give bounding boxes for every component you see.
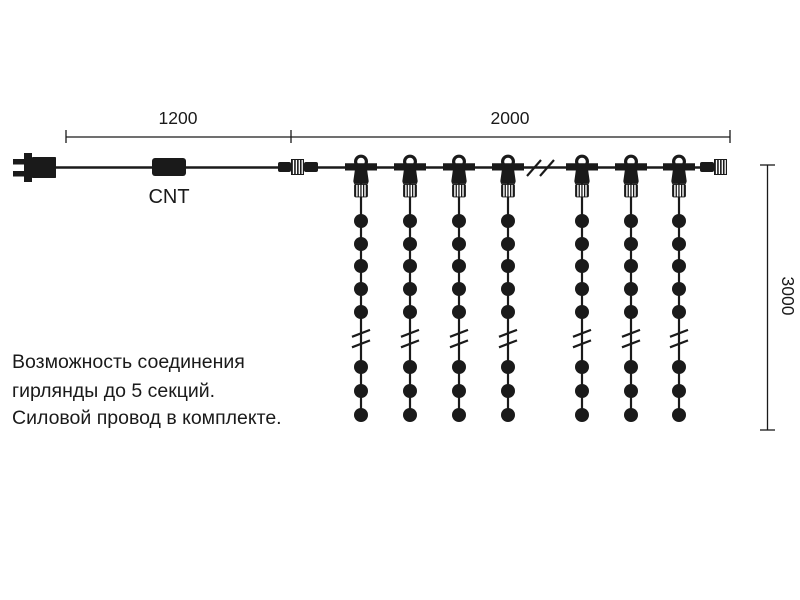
svg-text:CNT: CNT	[148, 186, 189, 208]
svg-text:2000: 2000	[491, 108, 530, 128]
svg-text:Силовой провод в комплекте.: Силовой провод в комплекте.	[12, 407, 282, 429]
svg-text:гирлянды до 5 секций.: гирлянды до 5 секций.	[12, 380, 215, 402]
svg-text:Возможность соединения: Возможность соединения	[12, 351, 245, 373]
svg-text:3000: 3000	[778, 277, 798, 316]
svg-text:1200: 1200	[159, 108, 198, 128]
